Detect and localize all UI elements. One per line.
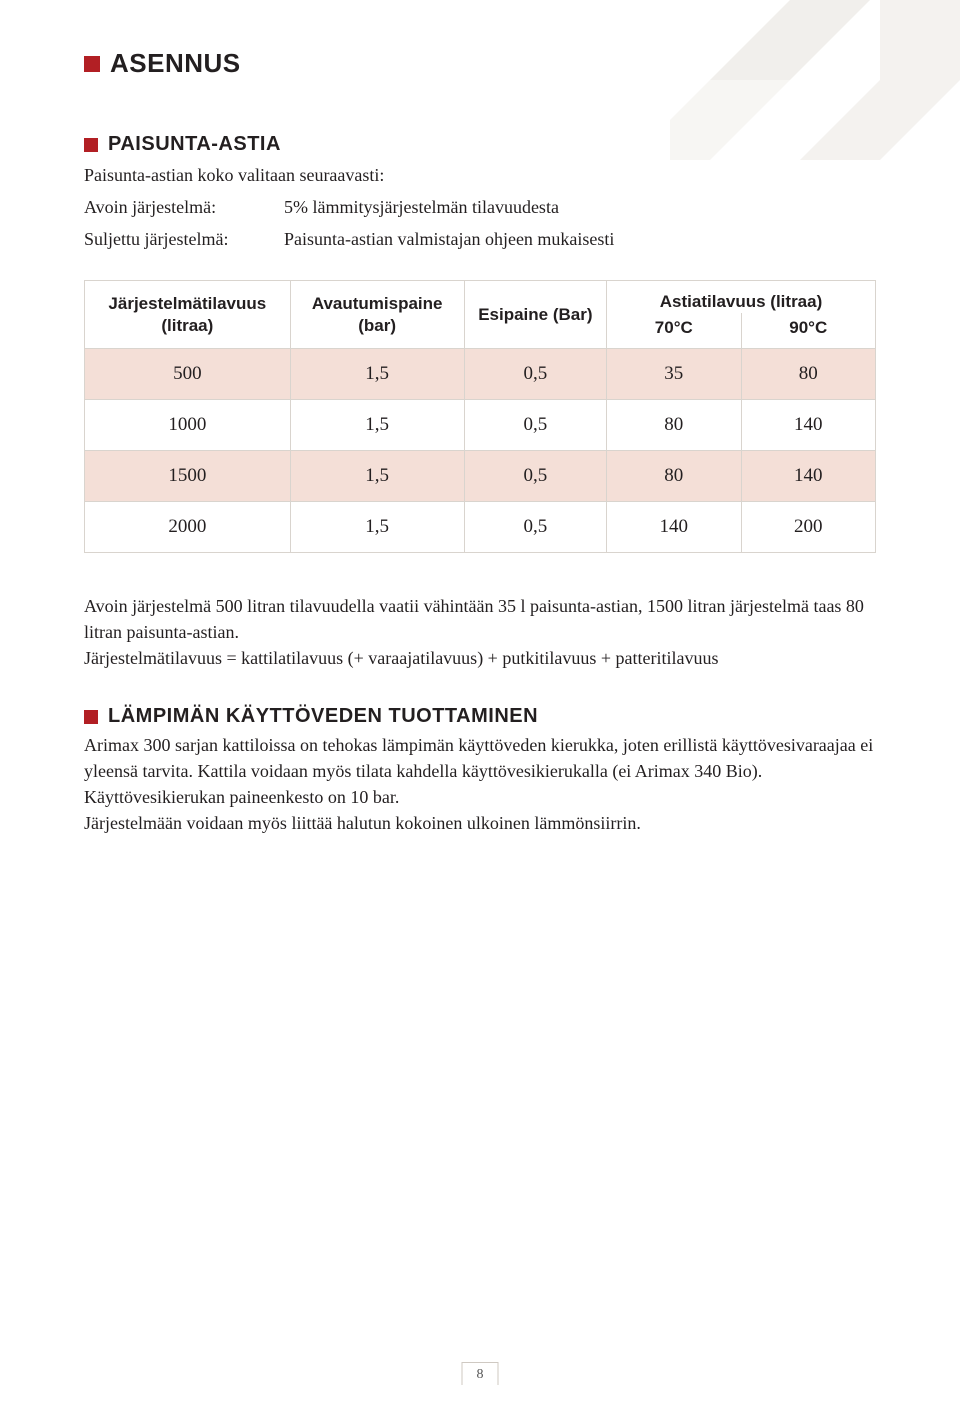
table-cell: 1,5 bbox=[290, 450, 464, 501]
intro-line: Paisunta-astian koko valitaan seuraavast… bbox=[84, 162, 876, 188]
definition-label: Suljettu järjestelmä: bbox=[84, 226, 284, 252]
table-cell: 0,5 bbox=[464, 501, 606, 552]
table-cell: 200 bbox=[741, 501, 875, 552]
table-cell: 1000 bbox=[85, 399, 291, 450]
table-cell: 35 bbox=[607, 348, 741, 399]
table-cell: 1,5 bbox=[290, 348, 464, 399]
table-cell: 0,5 bbox=[464, 348, 606, 399]
definition-label: Avoin järjestelmä: bbox=[84, 194, 284, 220]
definition-row: Suljettu järjestelmä: Paisunta-astian va… bbox=[84, 226, 876, 252]
table-cell: 0,5 bbox=[464, 399, 606, 450]
table-cell: 80 bbox=[741, 348, 875, 399]
definition-text: 5% lämmitysjärjestelmän tilavuudesta bbox=[284, 194, 559, 220]
th-70c: 70°C bbox=[607, 313, 741, 349]
definition-text: Paisunta-astian valmistajan ohjeen mukai… bbox=[284, 226, 614, 252]
table-cell: 1500 bbox=[85, 450, 291, 501]
dhw-para-2: Järjestelmään voidaan myös liittää halut… bbox=[84, 810, 876, 836]
th-90c: 90°C bbox=[741, 313, 875, 349]
subsection-heading: LÄMPIMÄN KÄYTTÖVEDEN TUOTTAMINEN bbox=[84, 705, 876, 728]
section-heading: ASENNUS bbox=[84, 48, 876, 79]
table-cell: 500 bbox=[85, 348, 291, 399]
page-number: 8 bbox=[462, 1362, 499, 1385]
subsection-title: PAISUNTA-ASTIA bbox=[108, 133, 281, 156]
expansion-vessel-table: Järjestelmätilavuus (litraa) Avautumispa… bbox=[84, 280, 876, 553]
table-cell: 80 bbox=[607, 450, 741, 501]
explanation-para-1: Avoin järjestelmä 500 litran tilavuudell… bbox=[84, 593, 876, 645]
th-vessel-volume: Astiatilavuus (litraa) bbox=[607, 281, 876, 313]
table-row: 10001,50,580140 bbox=[85, 399, 876, 450]
table-cell: 80 bbox=[607, 399, 741, 450]
table-cell: 140 bbox=[607, 501, 741, 552]
table-row: 5001,50,53580 bbox=[85, 348, 876, 399]
table-cell: 140 bbox=[741, 450, 875, 501]
table-row: 20001,50,5140200 bbox=[85, 501, 876, 552]
th-opening-pressure: Avautumispaine (bar) bbox=[290, 281, 464, 349]
table-cell: 140 bbox=[741, 399, 875, 450]
section-title: ASENNUS bbox=[110, 48, 241, 79]
subsection-heading: PAISUNTA-ASTIA bbox=[84, 133, 876, 156]
table-cell: 1,5 bbox=[290, 399, 464, 450]
definition-row: Avoin järjestelmä: 5% lämmitysjärjestelm… bbox=[84, 194, 876, 220]
bullet-icon bbox=[84, 56, 100, 72]
bullet-icon bbox=[84, 138, 98, 152]
table-cell: 1,5 bbox=[290, 501, 464, 552]
th-system-volume: Järjestelmätilavuus (litraa) bbox=[85, 281, 291, 349]
table-row: 15001,50,580140 bbox=[85, 450, 876, 501]
explanation-para-2: Järjestelmätilavuus = kattilatilavuus (+… bbox=[84, 645, 876, 671]
subsection-title: LÄMPIMÄN KÄYTTÖVEDEN TUOTTAMINEN bbox=[108, 705, 538, 728]
th-precharge: Esipaine (Bar) bbox=[464, 281, 606, 349]
table-cell: 0,5 bbox=[464, 450, 606, 501]
bullet-icon bbox=[84, 710, 98, 724]
dhw-para-1: Arimax 300 sarjan kattiloissa on tehokas… bbox=[84, 732, 876, 810]
table-cell: 2000 bbox=[85, 501, 291, 552]
